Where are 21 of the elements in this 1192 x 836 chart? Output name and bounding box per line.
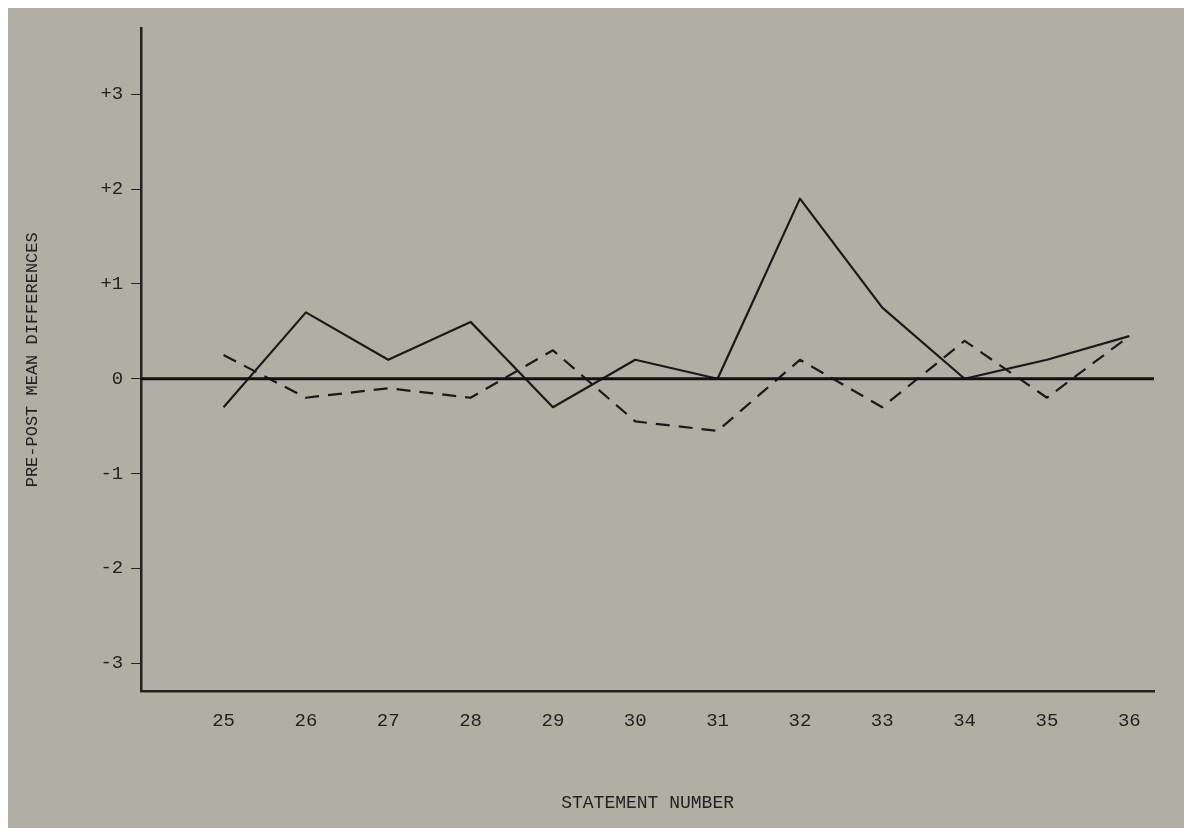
x-tick-label: 29 (541, 710, 565, 733)
y-tick-label: +2 (100, 178, 124, 201)
y-tick-label: -3 (100, 652, 124, 675)
y-tick-label: +3 (100, 83, 124, 106)
x-tick-label: 31 (706, 710, 729, 733)
x-tick-label: 32 (788, 710, 812, 733)
x-tick-label: 33 (870, 710, 894, 733)
x-tick-label: 30 (623, 710, 647, 733)
x-tick-label: 26 (294, 710, 318, 733)
x-tick-label: 25 (212, 710, 235, 733)
y-axis-title: PRE-POST MEAN DIFFERENCES (22, 232, 42, 488)
y-tick-label: -1 (100, 462, 124, 485)
x-tick-label: 27 (376, 710, 400, 733)
y-tick-label: 0 (111, 367, 124, 390)
x-tick-label: 28 (459, 710, 482, 733)
y-tick-label: -2 (100, 557, 124, 580)
x-tick-label: 34 (953, 710, 977, 733)
x-tick-label: 36 (1117, 710, 1141, 733)
x-tick-label: 35 (1035, 710, 1059, 733)
x-axis-title: STATEMENT NUMBER (561, 792, 735, 813)
y-tick-label: +1 (100, 272, 124, 295)
